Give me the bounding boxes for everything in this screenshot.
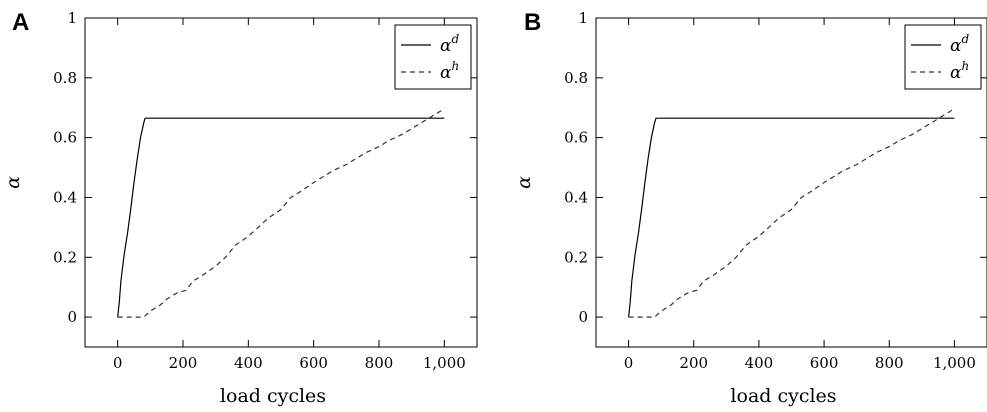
x-tick-label: 400	[234, 354, 263, 372]
x-tick-label: 0	[624, 354, 634, 372]
y-tick-label: 1	[578, 9, 588, 27]
legend-box	[394, 24, 472, 90]
plot-frame	[84, 17, 478, 348]
x-tick-label: 600	[810, 354, 839, 372]
x-tick-label: 800	[875, 354, 904, 372]
panel-label: A	[12, 9, 29, 36]
chart-panel-a: A 0 200 400 600 800 1,000 0 0.2 0.4 0.6 0.8 1 load cy…	[2, 9, 478, 407]
y-tick-label: 0.4	[53, 188, 77, 206]
x-tick-label: 1,000	[423, 354, 466, 372]
x-tick-label: 0	[113, 354, 123, 372]
plot-frame	[595, 17, 987, 348]
legend: αd αh	[394, 24, 472, 90]
legend-entry-alpha-h: αh	[950, 59, 969, 83]
chart-panel-b: B 0 200 400 600 800 1,000 0 0.2 0.4 0.6 0.8 1 load cy…	[513, 9, 987, 407]
x-tick-label: 600	[299, 354, 328, 372]
x-axis-title: load cycles	[730, 385, 836, 407]
series-line-alpha-d	[628, 117, 955, 318]
y-tick-label: 0.6	[564, 129, 588, 147]
x-tick-label: 400	[745, 354, 774, 372]
series-line-alpha-h	[117, 107, 445, 318]
y-axis-title: α	[2, 176, 24, 189]
x-tick-label: 1,000	[933, 354, 976, 372]
x-axis-title: load cycles	[220, 385, 326, 407]
y-tick-label: 0.8	[53, 69, 77, 87]
y-tick-label: 0.2	[564, 248, 588, 266]
y-tick-label: 0.6	[53, 129, 77, 147]
legend-entry-alpha-d: αd	[440, 32, 459, 56]
y-tick-label: 0.4	[564, 188, 588, 206]
legend-entry-alpha-h: αh	[440, 59, 459, 83]
legend-entry-alpha-d: αd	[950, 32, 969, 56]
y-tick-label: 0.2	[53, 248, 77, 266]
y-tick-label: 0	[67, 308, 77, 326]
series-line-alpha-d	[117, 117, 445, 318]
x-tick-label: 200	[679, 354, 708, 372]
y-axis-title: α	[513, 176, 535, 189]
panel-label: B	[524, 9, 541, 36]
legend-box	[904, 24, 982, 90]
x-tick-label: 200	[169, 354, 198, 372]
series-line-alpha-h	[628, 107, 955, 318]
x-tick-label: 800	[365, 354, 394, 372]
y-tick-label: 1	[67, 9, 77, 27]
y-tick-label: 0.8	[564, 69, 588, 87]
y-tick-label: 0	[578, 308, 588, 326]
legend: αd αh	[904, 24, 982, 90]
